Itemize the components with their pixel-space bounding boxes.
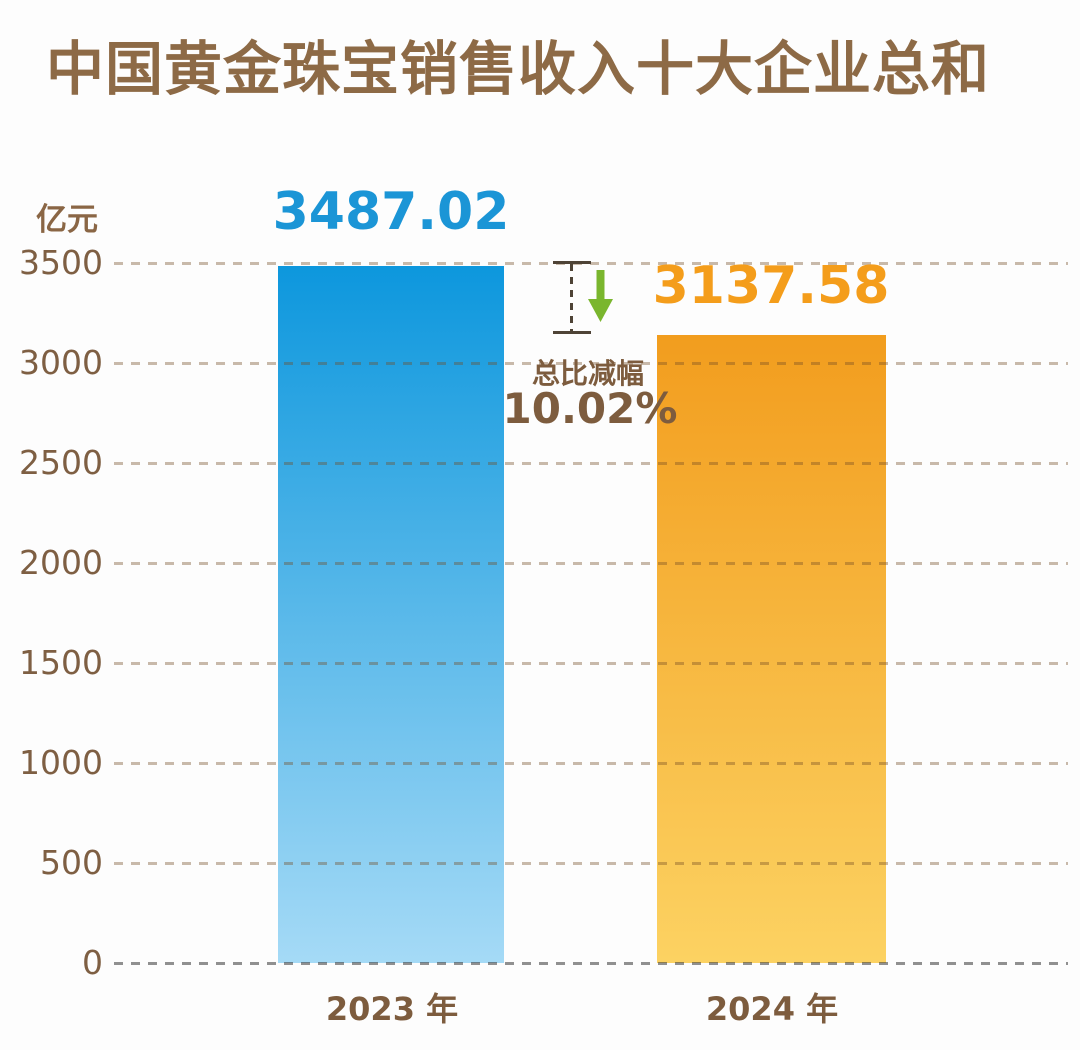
x-label-2024: 2024 年 [705, 990, 839, 1028]
y-tick-label-1000: 1000 [19, 743, 103, 782]
gridline-2000 [114, 562, 1068, 565]
decrease-label: 总比减幅 [531, 357, 644, 390]
x-label-2023: 2023 年 [325, 990, 459, 1028]
bar-2024 [657, 335, 886, 963]
gridline-3000 [114, 362, 1068, 365]
y-tick-label-3000: 3000 [19, 343, 103, 382]
ibeam-dashed-line [570, 264, 573, 331]
gridline-3500 [114, 262, 1068, 265]
decrease-value: 10.02% [502, 384, 678, 433]
y-tick-label-500: 500 [40, 843, 103, 882]
ibeam-bottom-cap [553, 331, 591, 334]
y-tick-label-2000: 2000 [19, 543, 103, 582]
y-tick-label-1500: 1500 [19, 643, 103, 682]
bar-2023 [278, 265, 504, 963]
value-label-2024: 3137.58 [652, 256, 890, 316]
y-tick-label-0: 0 [82, 943, 103, 982]
value-label-2023: 3487.02 [272, 182, 510, 242]
gridline-1500 [114, 662, 1068, 665]
gridline-1000 [114, 762, 1068, 765]
decrease-range-ibeam [553, 261, 591, 334]
y-tick-label-2500: 2500 [19, 443, 103, 482]
down-arrow-icon [588, 270, 613, 322]
ibeam-top-cap [553, 261, 591, 264]
gridline-500 [114, 862, 1068, 865]
baseline-gridline [114, 962, 1068, 965]
chart-title: 中国黄金珠宝销售收入十大企业总和 [46, 37, 991, 102]
y-tick-label-3500: 3500 [19, 243, 103, 282]
y-axis-unit-label: 亿元 [36, 202, 98, 238]
gridline-2500 [114, 462, 1068, 465]
